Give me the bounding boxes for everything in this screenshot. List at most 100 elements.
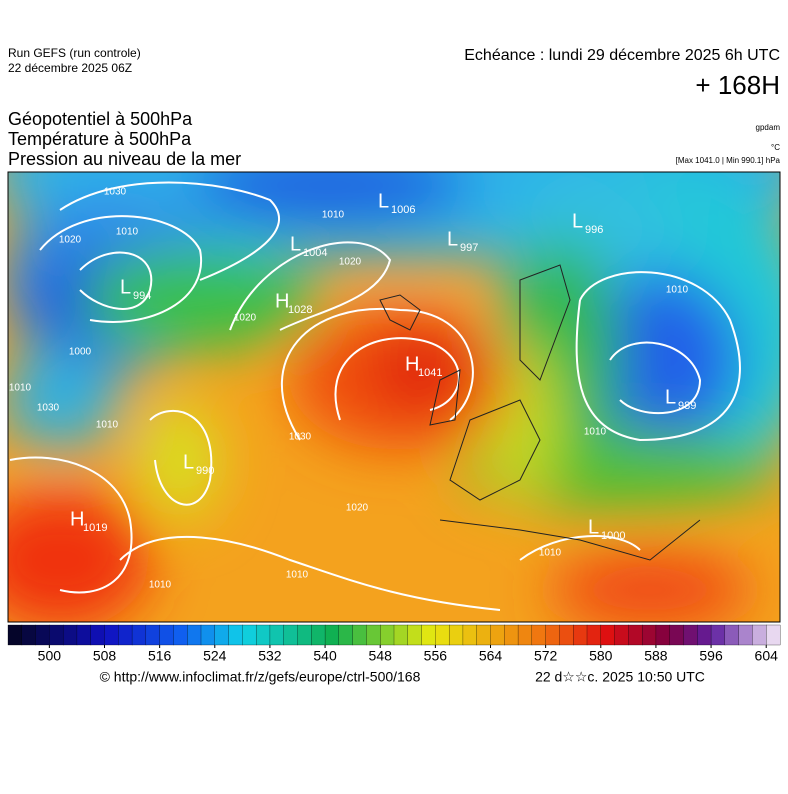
colorbar-cell (586, 624, 602, 646)
isobar-label: 1010 (539, 548, 562, 559)
colorbar-cell (366, 624, 381, 646)
colorbar-cell (517, 624, 533, 646)
colorbar-cell (311, 624, 326, 646)
center-type: L (120, 276, 131, 298)
center-type: H (405, 353, 419, 375)
isobar-label: 1030 (37, 403, 60, 414)
colorbar-label: 564 (479, 648, 503, 664)
colorbar-cell (21, 624, 37, 646)
center-value: 1028 (288, 304, 312, 316)
colorbar-cell (407, 624, 423, 646)
unit: [Max 1041.0 | Min 990.1] hPa (676, 156, 781, 165)
footer-stamp: 22 d☆☆c. 2025 10:50 UTC (535, 669, 705, 685)
colorbar-cell (614, 624, 629, 646)
colorbar-cell (683, 624, 698, 646)
colorbar-cell (159, 624, 174, 646)
center-value: 990 (196, 465, 214, 477)
colorbar-cell (628, 624, 643, 646)
colorbar-cell (655, 624, 671, 646)
colorbar-cell (435, 624, 450, 646)
isobar-label: 1030 (289, 432, 312, 443)
center-value: 1006 (391, 204, 415, 216)
center-value: 989 (678, 400, 696, 412)
colorbar-cell (752, 624, 767, 646)
isobar-label: 1010 (149, 580, 172, 591)
colorbar-cell (145, 624, 161, 646)
isobar-label: 1010 (286, 570, 309, 581)
field: Géopotentiel à 500hPa (8, 109, 193, 129)
unit: °C (771, 143, 780, 152)
colorbar-cell (697, 624, 712, 646)
colorbar-cell (738, 624, 753, 646)
colorbar-label: 604 (755, 648, 779, 664)
colorbar-cell (393, 624, 409, 646)
isobar-label: 1010 (116, 227, 139, 238)
center-type: L (665, 386, 676, 408)
center-type: L (183, 451, 194, 473)
colorbar-cell (352, 624, 367, 646)
run: Run GEFS (run controle) (8, 46, 141, 60)
colorbar-cell (476, 624, 491, 646)
colorbar-label: 500 (38, 648, 62, 664)
colorbar-cell (462, 624, 478, 646)
center-type: L (290, 233, 301, 255)
isobar-label: 1010 (322, 210, 345, 221)
colorbar-cell (76, 624, 92, 646)
colorbar-cell (710, 624, 726, 646)
isobar-label: 1000 (69, 347, 92, 358)
colorbar-cell (187, 624, 202, 646)
center-value: 994 (133, 290, 151, 302)
center-type: H (70, 508, 84, 530)
colorbar-cell (490, 624, 505, 646)
colorbar: 500 508 516 524 532 540 548 556 564 572 580 588 596 6… (7, 624, 781, 664)
unit: gpdam (756, 123, 781, 132)
valid: Echéance : lundi 29 décembre 2025 6h UTC (464, 47, 780, 64)
colorbar-cell (131, 624, 147, 646)
isobar-label: 1020 (346, 503, 369, 514)
colorbar-label: 572 (534, 648, 558, 664)
colorbar-label: 516 (148, 648, 172, 664)
colorbar-label: 596 (699, 648, 723, 664)
isobar-label: 1010 (96, 420, 119, 431)
colorbar-cell (504, 624, 519, 646)
colorbar-cell (35, 624, 50, 646)
colorbar-cell (531, 624, 547, 646)
colorbar-cell (228, 624, 243, 646)
colorbar-label: 548 (369, 648, 393, 664)
colorbar-cell (90, 624, 105, 646)
center-value: 997 (460, 242, 478, 254)
center-type: L (378, 190, 389, 212)
isobar-label: 1020 (59, 235, 82, 246)
center-value: 1000 (601, 530, 625, 542)
colorbar-cell (724, 624, 740, 646)
colorbar-cell (448, 624, 464, 646)
colorbar-cell (559, 624, 574, 646)
field: Pression au niveau de la mer (8, 149, 241, 169)
colorbar-cell (283, 624, 298, 646)
colorbar-label: 508 (93, 648, 117, 664)
center-type: L (447, 228, 458, 250)
colorbar-cell (62, 624, 78, 646)
isobar-label: 1030 (104, 187, 127, 198)
colorbar-cell (104, 624, 119, 646)
run-date: 22 décembre 2025 06Z (8, 61, 132, 75)
colorbar-cell (545, 624, 560, 646)
colorbar-label: 532 (258, 648, 282, 664)
colorbar-label: 540 (313, 648, 337, 664)
field: Température à 500hPa (8, 129, 192, 149)
colorbar-cell (669, 624, 684, 646)
colorbar-cell (49, 624, 64, 646)
colorbar-label: 588 (644, 648, 668, 664)
map-frame (7, 171, 781, 623)
colorbar-cell (573, 624, 588, 646)
colorbar-cell (118, 624, 133, 646)
colorbar-cell (269, 624, 285, 646)
colorbar-cell (766, 624, 781, 646)
colorbar-cell (7, 624, 23, 646)
center-type: L (588, 516, 599, 538)
colorbar-cell (255, 624, 271, 646)
colorbar-cell (641, 624, 657, 646)
center-type: H (275, 290, 289, 312)
